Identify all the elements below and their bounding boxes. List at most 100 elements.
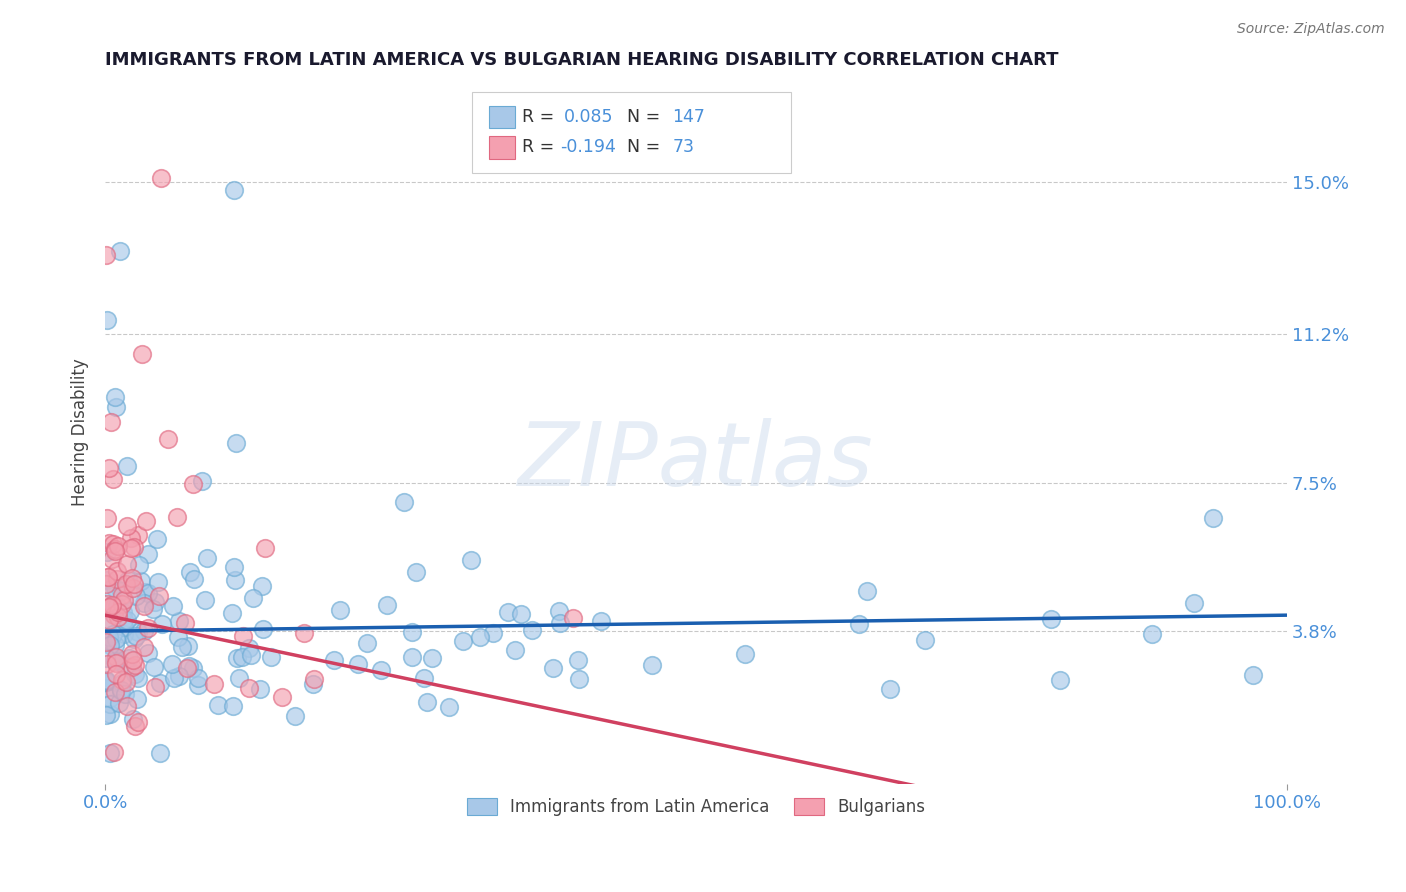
Point xyxy=(1243,668,1265,682)
Point xyxy=(107,605,129,619)
Point xyxy=(127,692,149,706)
Point xyxy=(136,646,159,660)
Point xyxy=(122,653,145,667)
Point xyxy=(122,581,145,595)
Point xyxy=(134,624,156,639)
Point xyxy=(232,628,254,642)
Point xyxy=(97,569,120,583)
Point xyxy=(149,746,172,760)
Point xyxy=(548,615,571,630)
Point xyxy=(98,535,121,549)
Point xyxy=(121,571,143,585)
Point xyxy=(145,532,167,546)
Point xyxy=(401,649,423,664)
Point xyxy=(221,606,243,620)
Point xyxy=(107,610,129,624)
Point xyxy=(100,690,122,705)
Point xyxy=(270,690,292,705)
Point xyxy=(181,661,204,675)
Point xyxy=(177,659,200,673)
Point xyxy=(97,631,120,645)
Point xyxy=(167,669,190,683)
Point xyxy=(238,640,260,655)
Point xyxy=(96,657,118,672)
Point xyxy=(855,584,877,599)
Point xyxy=(252,622,274,636)
Point xyxy=(194,593,217,607)
Point xyxy=(104,638,127,652)
Point xyxy=(136,621,159,635)
Point xyxy=(142,602,165,616)
Point xyxy=(129,574,152,589)
Point xyxy=(96,673,118,687)
Point xyxy=(112,627,135,641)
Point xyxy=(567,653,589,667)
Point xyxy=(437,700,460,714)
Point xyxy=(149,171,172,186)
Point xyxy=(124,540,146,554)
Point xyxy=(104,581,127,595)
Point xyxy=(222,699,245,714)
Point xyxy=(101,598,124,612)
Text: 0.085: 0.085 xyxy=(564,108,613,126)
Point xyxy=(143,594,166,608)
Point xyxy=(1040,612,1063,626)
Point xyxy=(187,678,209,692)
Point xyxy=(104,390,127,404)
Point xyxy=(111,605,134,619)
Point xyxy=(97,570,120,584)
Point xyxy=(110,583,132,598)
Point xyxy=(224,573,246,587)
Point xyxy=(734,647,756,661)
Point xyxy=(111,588,134,602)
Point xyxy=(231,649,253,664)
Point xyxy=(98,460,121,475)
Point xyxy=(127,715,149,730)
Point xyxy=(104,544,127,558)
Point xyxy=(98,697,121,711)
Point xyxy=(174,616,197,631)
Point xyxy=(260,650,283,665)
Text: 73: 73 xyxy=(672,138,695,156)
Point xyxy=(157,432,180,446)
Point xyxy=(323,652,346,666)
Point xyxy=(110,676,132,690)
Point xyxy=(375,598,398,612)
Point xyxy=(112,620,135,634)
Point xyxy=(105,667,128,681)
Point xyxy=(132,599,155,613)
Point xyxy=(143,660,166,674)
Text: IMMIGRANTS FROM LATIN AMERICA VS BULGARIAN HEARING DISABILITY CORRELATION CHART: IMMIGRANTS FROM LATIN AMERICA VS BULGARI… xyxy=(105,51,1059,69)
Point xyxy=(520,623,543,637)
Point xyxy=(191,475,214,489)
Text: ZIPatlas: ZIPatlas xyxy=(519,417,875,504)
Point xyxy=(420,651,443,665)
Point xyxy=(115,557,138,571)
Point xyxy=(134,596,156,610)
Point xyxy=(150,616,173,631)
Point xyxy=(149,676,172,690)
Point xyxy=(181,477,204,491)
Point xyxy=(96,635,118,649)
Point xyxy=(96,708,118,723)
Point xyxy=(97,600,120,615)
Point xyxy=(105,565,128,579)
Point xyxy=(96,673,118,688)
Point xyxy=(548,604,571,618)
Point xyxy=(413,672,436,686)
Point xyxy=(202,676,225,690)
Point xyxy=(111,597,134,611)
Point xyxy=(98,638,121,652)
Point xyxy=(128,558,150,572)
Point xyxy=(121,647,143,661)
Point xyxy=(110,683,132,698)
Point xyxy=(96,313,118,327)
Point xyxy=(138,547,160,561)
Point xyxy=(112,593,135,607)
Point xyxy=(162,657,184,671)
Point xyxy=(115,613,138,627)
Point xyxy=(98,746,121,760)
Point xyxy=(121,659,143,673)
Point xyxy=(148,589,170,603)
Point xyxy=(124,658,146,673)
